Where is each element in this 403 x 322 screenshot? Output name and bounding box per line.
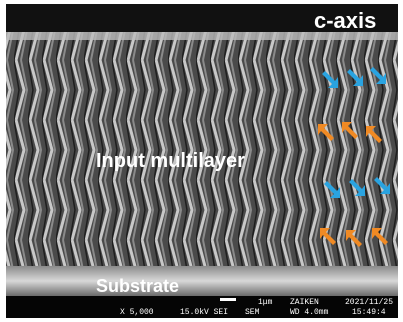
sem-image: c-axis Input multilayer Substrate 1μm ZA… [0,0,403,322]
page: c-axis Input multilayer Substrate 1μm ZA… [0,0,403,322]
wd-text: WD 4.0mm [290,308,329,317]
layer-label: Input multilayer [96,150,245,172]
top-surface [6,32,398,40]
scale-text: 1μm [258,298,273,307]
mode-text: SEM [245,308,260,317]
substrate-band [6,266,398,296]
axis-label: c-axis [314,8,376,33]
magnification-text: X 5,000 [120,308,154,317]
substrate-label: Substrate [96,276,179,296]
time-text: 15:49:4 [352,308,386,317]
lab-text: ZAIKEN [290,298,319,307]
voltage-text: 15.0kV SEI [180,308,228,317]
scale-bar [220,298,236,301]
date-text: 2021/11/25 [345,298,393,307]
